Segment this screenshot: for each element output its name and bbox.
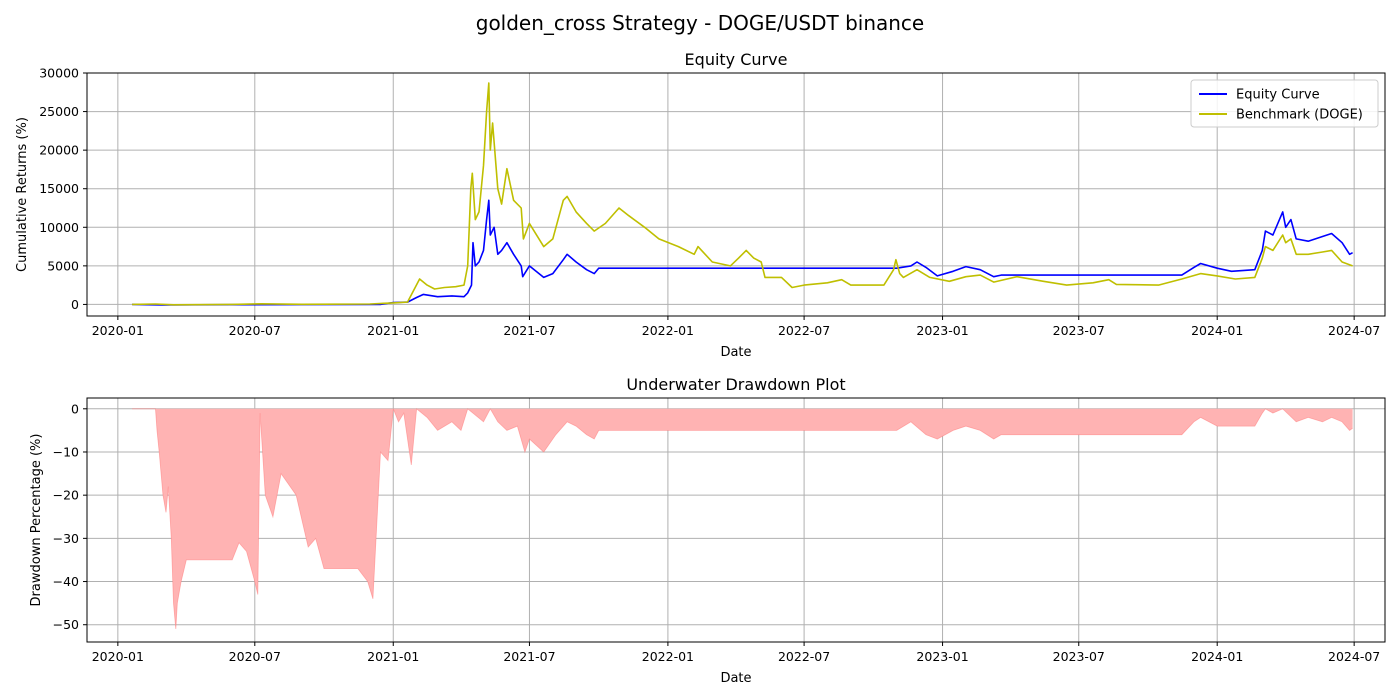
equity-ytick-label-3: 15000 bbox=[39, 181, 79, 196]
drawdown-xtick-label-8: 2024-01 bbox=[1191, 649, 1243, 664]
equity-ytick-label-1: 5000 bbox=[47, 258, 79, 273]
drawdown-xlabel: Date bbox=[720, 671, 751, 686]
drawdown-ylabel: Drawdown Percentage (%) bbox=[29, 434, 44, 607]
equity-xtick-label-5: 2022-07 bbox=[778, 323, 830, 338]
equity-xtick-label-0: 2020-01 bbox=[92, 323, 144, 338]
equity-ytick-label-5: 25000 bbox=[39, 104, 79, 119]
equity-legend-label-0: Equity Curve bbox=[1236, 88, 1320, 103]
equity-xlabel: Date bbox=[720, 345, 751, 360]
drawdown-title: Underwater Drawdown Plot bbox=[626, 375, 845, 394]
equity-series-line-1 bbox=[132, 82, 1353, 306]
drawdown-xtick-label-6: 2023-01 bbox=[916, 649, 968, 664]
equity-ytick-label-4: 20000 bbox=[39, 143, 79, 158]
equity-series-line-0 bbox=[132, 199, 1353, 306]
drawdown-xtick-label-4: 2022-01 bbox=[642, 649, 694, 664]
equity-ylabel: Cumulative Returns (%) bbox=[15, 117, 30, 272]
drawdown-ytick-label-4: −40 bbox=[53, 574, 79, 589]
drawdown-ytick-label-0: 0 bbox=[71, 401, 79, 416]
equity-ytick-label-0: 0 bbox=[71, 297, 79, 312]
equity-xtick-label-1: 2020-07 bbox=[229, 323, 281, 338]
equity-ytick-label-2: 10000 bbox=[39, 220, 79, 235]
drawdown-area-fill bbox=[132, 408, 1353, 629]
drawdown-ytick-label-2: −20 bbox=[53, 488, 79, 503]
equity-xtick-label-3: 2021-07 bbox=[503, 323, 555, 338]
equity-curve-panel: 2020-01 2020-07 2021-01 2021-07 2022-01 2022-… bbox=[15, 50, 1386, 360]
drawdown-ytick-label-3: −30 bbox=[53, 531, 79, 546]
drawdown-xtick-label-2: 2021-01 bbox=[367, 649, 419, 664]
drawdown-xtick-label-7: 2023-07 bbox=[1053, 649, 1105, 664]
equity-legend-label-1: Benchmark (DOGE) bbox=[1236, 108, 1363, 123]
equity-xtick-label-2: 2021-01 bbox=[367, 323, 419, 338]
equity-xtick-label-8: 2024-01 bbox=[1191, 323, 1243, 338]
equity-xtick-label-4: 2022-01 bbox=[642, 323, 694, 338]
drawdown-xtick-label-3: 2021-07 bbox=[503, 649, 555, 664]
equity-legend-box bbox=[1190, 79, 1379, 128]
drawdown-axes-frame bbox=[86, 397, 1386, 643]
equity-title: Equity Curve bbox=[685, 50, 788, 69]
drawdown-ytick-label-5: −50 bbox=[53, 617, 79, 632]
drawdown-xtick-label-5: 2022-07 bbox=[778, 649, 830, 664]
equity-legend: Equity Curve Benchmark (DOGE) bbox=[1190, 79, 1379, 128]
equity-xtick-label-6: 2023-01 bbox=[916, 323, 968, 338]
equity-xtick-label-9: 2024-07 bbox=[1328, 323, 1380, 338]
drawdown-panel: 2020-01 2020-07 2021-01 2021-07 2022-01 2022-… bbox=[29, 375, 1386, 686]
equity-ytick-label-6: 30000 bbox=[39, 66, 79, 81]
drawdown-ytick-label-1: −10 bbox=[53, 444, 79, 459]
drawdown-xtick-label-0: 2020-01 bbox=[92, 649, 144, 664]
figure-title: golden_cross Strategy - DOGE/USDT binanc… bbox=[476, 11, 925, 35]
equity-xtick-label-7: 2023-07 bbox=[1053, 323, 1105, 338]
drawdown-xtick-label-9: 2024-07 bbox=[1328, 649, 1380, 664]
drawdown-xtick-label-1: 2020-07 bbox=[229, 649, 281, 664]
equity-axes-frame bbox=[86, 72, 1386, 317]
drawdown-area-line bbox=[132, 407, 1353, 630]
